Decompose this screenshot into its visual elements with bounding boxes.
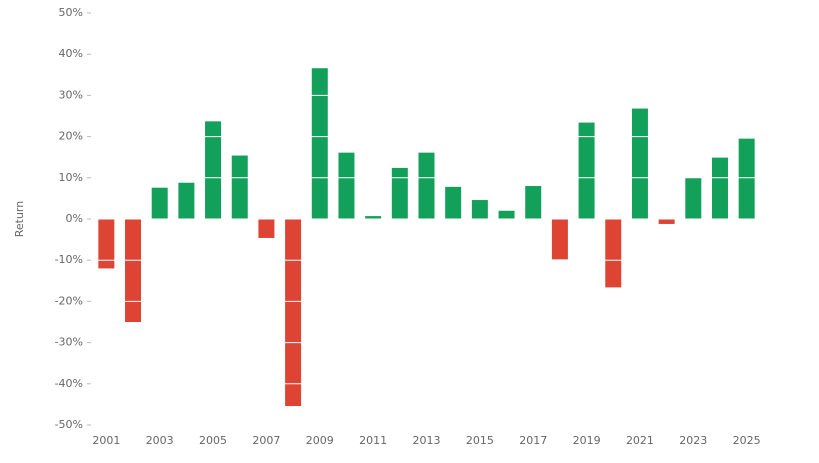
bar: [151, 187, 168, 219]
y-tick-label: -20%: [55, 294, 83, 307]
bar: [738, 138, 755, 219]
bar: [711, 157, 728, 219]
y-tick-label: 0%: [66, 212, 83, 225]
x-tick-label: 2001: [92, 434, 120, 447]
y-tick-label: -40%: [55, 377, 83, 390]
x-tick-label: 2003: [146, 434, 174, 447]
bar: [685, 177, 702, 219]
y-tick-label: -50%: [55, 418, 83, 431]
x-tick-label: 2021: [626, 434, 654, 447]
bar: [391, 167, 408, 219]
bar: [498, 210, 515, 219]
bar: [658, 219, 675, 224]
x-tick-label: 2011: [359, 434, 387, 447]
bar: [471, 200, 488, 219]
y-tick-label: 10%: [59, 171, 83, 184]
x-tick-label: 2015: [466, 434, 494, 447]
y-tick-label: 40%: [59, 47, 83, 60]
y-axis-title: Return: [13, 201, 26, 238]
x-tick-label: 2025: [733, 434, 761, 447]
x-tick-label: 2019: [573, 434, 601, 447]
bar: [578, 122, 595, 219]
y-tick-label: -30%: [55, 336, 83, 349]
bar: [285, 219, 302, 407]
x-tick-label: 2005: [199, 434, 227, 447]
bar: [205, 121, 222, 219]
bar: [125, 219, 142, 322]
x-tick-label: 2007: [252, 434, 280, 447]
bar: [445, 186, 462, 219]
bar: [365, 216, 382, 219]
bar: [418, 152, 435, 219]
bar: [98, 219, 115, 269]
bar: [551, 219, 568, 260]
bar: [525, 186, 542, 219]
y-tick-label: -10%: [55, 253, 83, 266]
bar: [231, 155, 248, 219]
bar: [631, 108, 648, 219]
y-tick-label: 30%: [59, 88, 83, 101]
bar: [605, 219, 622, 288]
y-tick-label: 50%: [59, 6, 83, 19]
x-tick-label: 2017: [519, 434, 547, 447]
x-tick-label: 2013: [413, 434, 441, 447]
bar: [338, 152, 355, 219]
x-tick-label: 2023: [679, 434, 707, 447]
bar: [178, 182, 195, 219]
x-tick-label: 2009: [306, 434, 334, 447]
y-tick-label: 20%: [59, 130, 83, 143]
bar: [258, 219, 275, 238]
bar: [311, 68, 328, 219]
